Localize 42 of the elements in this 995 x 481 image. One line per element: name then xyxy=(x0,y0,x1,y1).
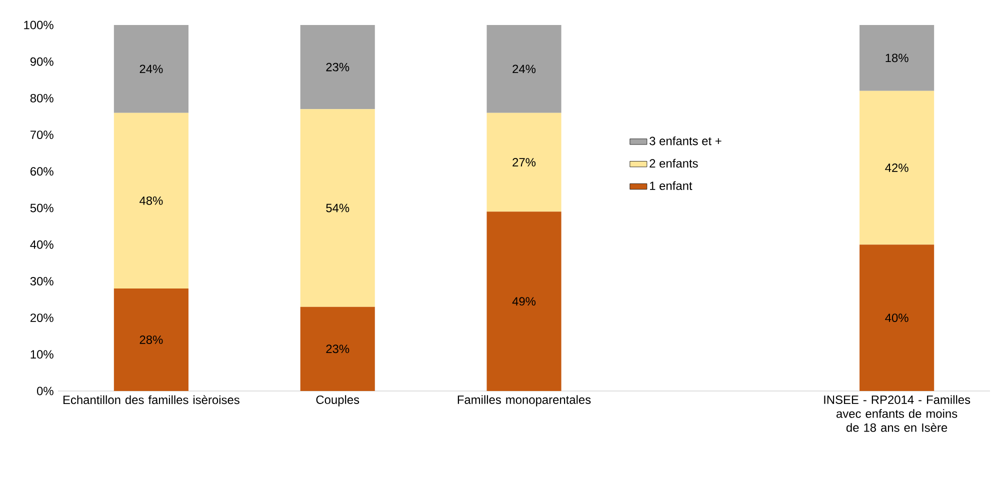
legend-label: 2 enfants xyxy=(650,158,698,168)
x-tick-label: INSEE - RP2014 - Familles avec enfants de moins de 18 ans en Isère xyxy=(824,395,970,432)
y-tick-label: 70% xyxy=(30,130,54,140)
data-label: 24% xyxy=(140,64,163,74)
data-label: 18% xyxy=(886,54,908,62)
bar xyxy=(486,212,562,391)
data-label: 48% xyxy=(140,196,163,205)
bar xyxy=(860,90,934,245)
bar xyxy=(300,109,375,307)
y-tick-label: 90% xyxy=(30,57,54,66)
data-label: 24% xyxy=(512,64,536,74)
data-label: 49% xyxy=(512,297,536,306)
bar xyxy=(300,24,375,110)
y-tick-label: 30% xyxy=(30,276,54,286)
data-label: 40% xyxy=(885,314,908,322)
y-tick-label: 10% xyxy=(30,350,54,359)
y-tick-label: 20% xyxy=(30,314,54,322)
legend-label: 1 enfant xyxy=(650,181,692,190)
data-label: 28% xyxy=(140,336,163,344)
data-label: 23% xyxy=(326,62,350,72)
bar xyxy=(486,112,562,212)
y-tick-label: 100% xyxy=(24,20,54,30)
data-label: 27% xyxy=(512,158,536,166)
data-label: 23% xyxy=(326,344,350,354)
data-label: 54% xyxy=(326,204,350,212)
bar xyxy=(114,288,188,391)
x-tick-label: Couples xyxy=(316,395,360,406)
bar xyxy=(300,306,375,391)
y-tick-label: 0% xyxy=(37,386,54,396)
x-tick-label: Echantillon des familles isèroises xyxy=(63,395,240,404)
bar xyxy=(114,24,188,113)
y-tick-label: 80% xyxy=(30,94,54,102)
x-tick-label: Familles monoparentales xyxy=(458,395,591,406)
data-label: 42% xyxy=(885,164,908,172)
y-tick-label: 60% xyxy=(30,167,54,176)
bar xyxy=(860,24,934,91)
legend-label: 3 enfants et + xyxy=(650,136,722,146)
y-tick-label: 40% xyxy=(30,240,54,249)
bar xyxy=(860,244,934,391)
bar xyxy=(114,112,188,289)
bar xyxy=(486,24,562,113)
y-tick-label: 50% xyxy=(30,204,54,212)
